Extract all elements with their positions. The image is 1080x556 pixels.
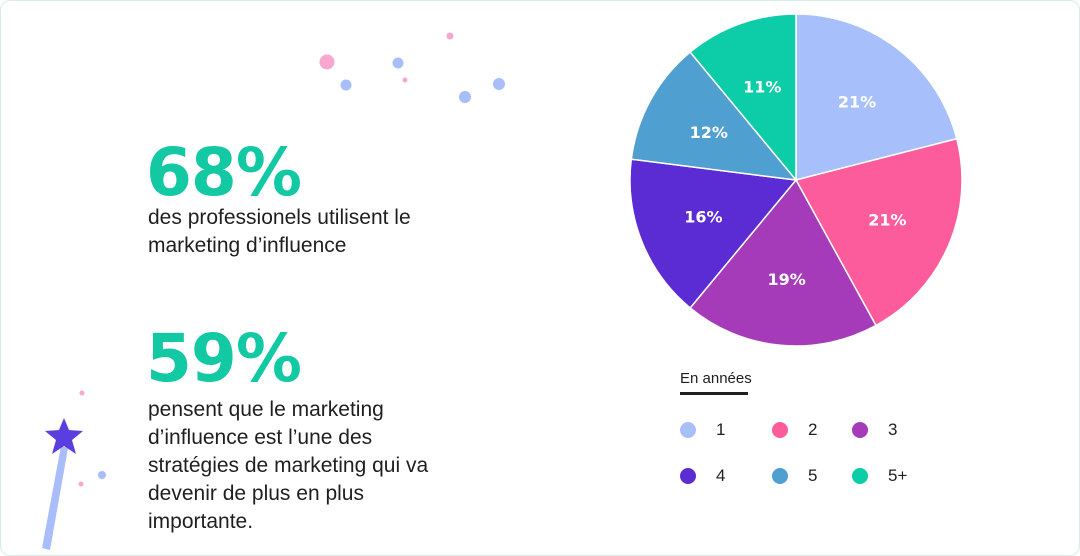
legend-swatch: [772, 468, 788, 484]
confetti-dot: [392, 57, 404, 69]
confetti-dot: [493, 78, 505, 90]
confetti-dot: [340, 79, 352, 91]
legend-label: 1: [716, 420, 726, 439]
confetti-dot: [319, 54, 335, 70]
legend-label: 5+: [888, 466, 908, 485]
stat-description: pensent que le marketing d’influence est…: [148, 398, 429, 533]
magic-wand-icon: [42, 418, 83, 550]
legend-swatch: [852, 468, 868, 484]
slice-data-label: 21%: [868, 211, 906, 230]
legend-label: 2: [808, 420, 818, 439]
slice-data-label: 12%: [690, 123, 728, 142]
stat-description: des professionels utilisent le marketing…: [148, 206, 411, 257]
stat-value: 68%: [146, 134, 302, 211]
legend-item: 4: [680, 466, 725, 486]
confetti-dot: [98, 471, 106, 479]
legend-item: 1: [680, 420, 725, 440]
legend-title-underline: [680, 392, 748, 395]
stat-value: 59%: [146, 320, 302, 397]
pie-slice-1: [795, 13, 958, 181]
legend-item: 5+: [852, 466, 907, 486]
legend-swatch: [772, 422, 788, 438]
slice-data-label: 16%: [684, 208, 722, 227]
legend-label: 4: [716, 466, 726, 485]
legend-swatch: [680, 422, 696, 438]
legend-item: 2: [772, 420, 817, 440]
legend-title: En années: [680, 370, 752, 387]
confetti-dot: [446, 32, 454, 40]
pie-slice-5plus: [689, 13, 797, 183]
confetti-dot: [79, 390, 85, 396]
pie-slice-3: [689, 178, 877, 347]
confetti-dot: [402, 77, 408, 83]
slice-data-label: 11%: [743, 77, 781, 96]
confetti-dot: [459, 91, 471, 103]
confetti-dot: [78, 481, 84, 487]
legend-swatch: [852, 422, 868, 438]
pie-slice-2: [794, 137, 963, 327]
slice-data-label: 21%: [838, 92, 876, 111]
legend-item: 5: [772, 466, 817, 486]
legend-item: 3: [852, 420, 897, 440]
legend-swatch: [680, 468, 696, 484]
legend-label: 5: [808, 466, 818, 485]
slice-data-label: 19%: [767, 270, 805, 289]
pie-slice-5: [630, 51, 798, 181]
legend-label: 3: [888, 420, 898, 439]
pie-slice-4: [629, 158, 798, 309]
